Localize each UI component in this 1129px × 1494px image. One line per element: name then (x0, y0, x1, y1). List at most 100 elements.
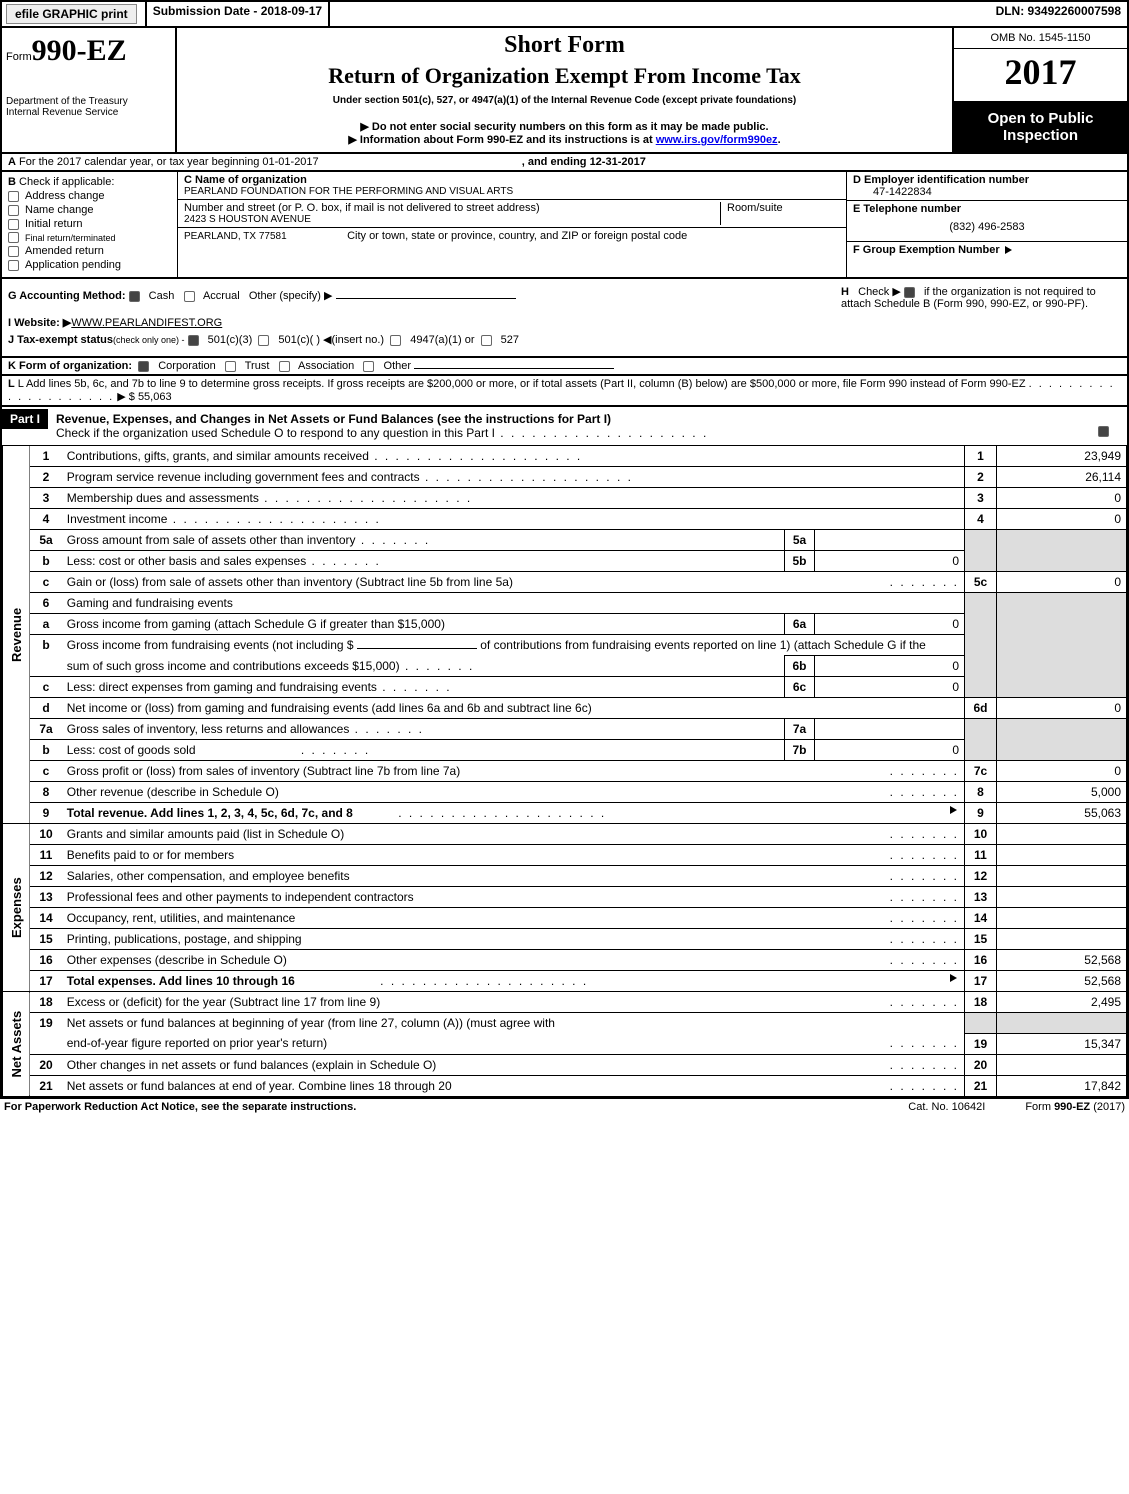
label-name-change: Name change (25, 204, 94, 216)
shade-cell (965, 1013, 997, 1034)
line-18-desc: Excess or (deficit) for the year (Subtra… (67, 995, 380, 1009)
line-10-desc: Grants and similar amounts paid (list in… (67, 827, 344, 841)
line-6b-desc1: Gross income from fundraising events (no… (67, 638, 354, 652)
line-6a-subnum: 6a (785, 614, 815, 635)
checkbox-final-return[interactable] (8, 232, 19, 243)
checkbox-corporation[interactable] (138, 361, 149, 372)
line-14-desc: Occupancy, rent, utilities, and maintena… (67, 911, 296, 925)
line-5b-num: b (30, 551, 62, 572)
checkbox-trust[interactable] (225, 361, 236, 372)
label-cash: Cash (149, 290, 175, 302)
line-15-num: 15 (30, 929, 62, 950)
checkbox-4947[interactable] (390, 335, 401, 346)
line-9-rnum: 9 (965, 803, 997, 824)
checkbox-accrual[interactable] (184, 291, 195, 302)
checkbox-association[interactable] (279, 361, 290, 372)
line-6b-blank[interactable] (357, 648, 477, 649)
checkbox-501c3[interactable] (188, 335, 199, 346)
checkbox-501c[interactable] (258, 335, 269, 346)
arrow-icon (950, 974, 957, 982)
label-d-ein: D Employer identification number (853, 174, 1029, 186)
label-i-website: I Website: ▶ (8, 317, 71, 329)
checkbox-application-pending[interactable] (8, 260, 19, 271)
info-post: . (778, 134, 781, 146)
line-6b-desc3: sum of such gross income and contributio… (67, 659, 400, 673)
line-6d-rnum: 6d (965, 698, 997, 719)
line-9-desc: Total revenue. Add lines 1, 2, 3, 4, 5c,… (67, 806, 353, 820)
label-h: H (841, 286, 849, 298)
checkbox-h[interactable] (904, 287, 915, 298)
line-3-rnum: 3 (965, 488, 997, 509)
line-12-value (997, 866, 1127, 887)
line-6d-desc: Net income or (loss) from gaming and fun… (62, 698, 965, 719)
checkbox-initial-return[interactable] (8, 219, 19, 230)
line-1-desc: Contributions, gifts, grants, and simila… (67, 449, 369, 463)
line-6b-desc2: of contributions from fundraising events… (480, 638, 926, 652)
line-14-num: 14 (30, 908, 62, 929)
line-5a-desc: Gross amount from sale of assets other t… (67, 533, 356, 547)
label-b: B (8, 176, 16, 188)
line-9-value: 55,063 (997, 803, 1127, 824)
form990ez-link[interactable]: www.irs.gov/form990ez (656, 134, 778, 146)
checkbox-name-change[interactable] (8, 205, 19, 216)
line-6c-subnum: 6c (785, 677, 815, 698)
footer-left: For Paperwork Reduction Act Notice, see … (4, 1101, 356, 1113)
line-6b-subval: 0 (815, 656, 965, 677)
label-trust: Trust (245, 360, 270, 372)
top-bar: efile GRAPHIC print Submission Date - 20… (0, 0, 1129, 26)
line-13-value (997, 887, 1127, 908)
line-6b-num: b (30, 635, 62, 677)
checkbox-address-change[interactable] (8, 191, 19, 202)
line-16-num: 16 (30, 950, 62, 971)
line-7b-desc: Less: cost of goods sold (67, 743, 196, 757)
org-name: PEARLAND FOUNDATION FOR THE PERFORMING A… (184, 186, 840, 197)
label-other-org: Other (384, 360, 412, 372)
label-association: Association (298, 360, 354, 372)
line-11-rnum: 11 (965, 845, 997, 866)
line-11-value (997, 845, 1127, 866)
line-19-value: 15,347 (997, 1033, 1127, 1054)
return-org-title: Return of Organization Exempt From Incom… (185, 63, 944, 89)
line-21-rnum: 21 (965, 1075, 997, 1096)
do-not-enter: ▶ Do not enter social security numbers o… (185, 120, 944, 133)
label-h-check: Check ▶ (858, 286, 901, 298)
info-line: ▶ Information about Form 990-EZ and its … (185, 133, 944, 146)
efile-print-button[interactable]: efile GRAPHIC print (6, 4, 137, 24)
line-8-desc: Other revenue (describe in Schedule O) (67, 785, 279, 799)
street-address: 2423 S HOUSTON AVENUE (184, 214, 714, 225)
org-info-block: B Check if applicable: Address change Na… (0, 172, 1129, 279)
label-street: Number and street (or P. O. box, if mail… (184, 202, 714, 214)
label-a: A (8, 156, 16, 168)
line-5c-desc: Gain or (loss) from sale of assets other… (67, 575, 513, 589)
line-2-rnum: 2 (965, 467, 997, 488)
line-5a-subnum: 5a (785, 530, 815, 551)
row-k: K Form of organization: Corporation Trus… (0, 358, 1129, 376)
irs: Internal Revenue Service (6, 107, 169, 118)
website-url[interactable]: WWW.PEARLANDIFEST.ORG (71, 317, 222, 329)
arrow-icon (1005, 246, 1012, 254)
line-11-num: 11 (30, 845, 62, 866)
line-18-value: 2,495 (997, 992, 1127, 1013)
other-org-input[interactable] (414, 368, 614, 369)
line-5a-num: 5a (30, 530, 62, 551)
side-expenses: Expenses (3, 824, 30, 992)
checkbox-schedule-o[interactable] (1098, 426, 1109, 437)
checkbox-amended-return[interactable] (8, 246, 19, 257)
label-j-sub: (check only one) - (113, 335, 185, 345)
line-1-rnum: 1 (965, 446, 997, 467)
line-3-num: 3 (30, 488, 62, 509)
other-specify-input[interactable] (336, 298, 516, 299)
checkbox-527[interactable] (481, 335, 492, 346)
checkbox-cash[interactable] (129, 291, 140, 302)
line-5c-num: c (30, 572, 62, 593)
label-city: City or town, state or province, country… (347, 230, 687, 242)
line-19-num: 19 (30, 1013, 62, 1055)
line-21-value: 17,842 (997, 1075, 1127, 1096)
under-section: Under section 501(c), 527, or 4947(a)(1)… (185, 95, 944, 106)
shade-cell (997, 593, 1127, 698)
line-5b-subnum: 5b (785, 551, 815, 572)
line-7a-num: 7a (30, 719, 62, 740)
line-16-desc: Other expenses (describe in Schedule O) (67, 953, 287, 967)
dots (495, 426, 708, 440)
checkbox-other-org[interactable] (363, 361, 374, 372)
